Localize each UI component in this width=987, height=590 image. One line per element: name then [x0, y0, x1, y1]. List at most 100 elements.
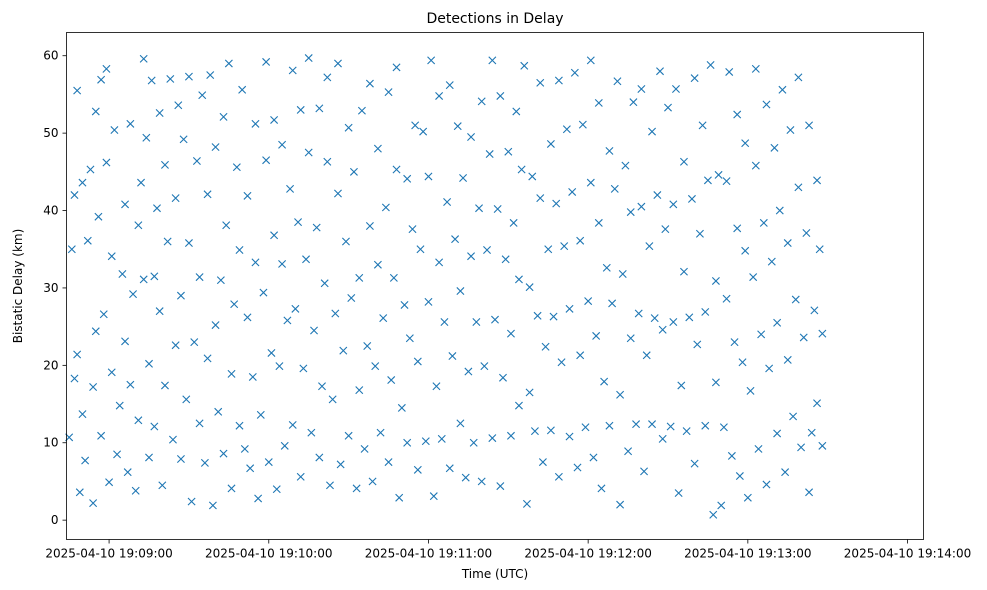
data-point	[746, 386, 755, 395]
data-point	[224, 59, 233, 68]
data-point	[584, 297, 593, 306]
data-point	[349, 167, 358, 176]
data-point	[469, 438, 478, 447]
data-point	[727, 451, 736, 460]
data-point	[312, 223, 321, 232]
data-point	[387, 376, 396, 385]
data-point	[802, 228, 811, 237]
data-point	[294, 218, 303, 227]
data-point	[97, 75, 106, 84]
data-point	[427, 56, 436, 65]
data-point	[456, 419, 465, 428]
data-point	[299, 364, 308, 373]
data-point	[608, 299, 617, 308]
data-point	[355, 386, 364, 395]
data-point	[243, 313, 252, 322]
data-point	[445, 464, 454, 473]
data-point	[698, 121, 707, 130]
data-point	[365, 222, 374, 230]
data-point	[594, 98, 603, 107]
x-tick-label: 2025-04-10 19:09:00	[45, 547, 172, 561]
data-point	[658, 325, 667, 334]
data-point	[435, 91, 444, 100]
data-point	[765, 364, 774, 373]
data-point	[714, 170, 723, 179]
data-point	[658, 434, 667, 443]
data-point	[738, 358, 747, 367]
data-point	[759, 218, 768, 227]
data-point	[695, 229, 704, 238]
data-point	[171, 194, 180, 203]
data-point	[653, 191, 662, 200]
data-point	[211, 143, 220, 152]
data-point	[339, 346, 348, 355]
data-point	[131, 486, 140, 495]
data-point	[291, 304, 300, 313]
data-point	[525, 388, 534, 397]
data-point	[648, 127, 657, 136]
data-point	[453, 122, 462, 131]
data-point	[528, 172, 537, 181]
data-point	[397, 403, 406, 412]
data-point	[331, 309, 340, 318]
x-tick-label: 2025-04-10 19:11:00	[365, 547, 492, 561]
data-point	[395, 493, 404, 502]
data-point	[480, 362, 489, 371]
y-tick-label: 0	[51, 513, 59, 527]
data-point	[432, 382, 441, 391]
data-point	[129, 290, 138, 299]
data-point	[554, 76, 563, 85]
data-point	[105, 478, 114, 487]
data-point	[597, 484, 606, 493]
data-point	[102, 158, 111, 167]
data-point	[496, 91, 505, 100]
data-point	[336, 460, 345, 469]
data-point	[381, 203, 390, 212]
data-point	[767, 257, 776, 266]
data-point	[640, 467, 649, 476]
data-point	[232, 163, 241, 172]
data-point	[467, 252, 476, 261]
data-point	[424, 297, 433, 306]
data-point	[717, 501, 726, 510]
data-point	[355, 273, 364, 282]
data-point	[546, 426, 555, 435]
x-tick-label: 2025-04-10 19:14:00	[844, 547, 971, 561]
data-point	[184, 72, 193, 81]
data-point	[288, 420, 297, 429]
data-point	[333, 59, 342, 68]
data-point	[278, 140, 287, 149]
data-point	[150, 422, 159, 431]
data-point	[544, 245, 553, 254]
y-tick-label: 30	[43, 281, 58, 295]
data-point	[83, 236, 92, 245]
data-point	[459, 174, 468, 183]
data-point	[113, 450, 122, 459]
data-point	[200, 458, 209, 467]
data-point	[437, 434, 446, 443]
data-point	[341, 237, 350, 246]
data-point	[560, 242, 569, 251]
data-point	[506, 329, 515, 338]
data-point	[797, 443, 806, 452]
data-point	[286, 184, 295, 193]
data-point	[778, 85, 787, 94]
data-point	[424, 172, 433, 181]
data-point	[813, 176, 822, 185]
data-point	[81, 456, 90, 465]
data-point	[733, 110, 742, 119]
data-point	[664, 103, 672, 112]
data-point	[262, 57, 271, 66]
data-point	[624, 447, 633, 456]
plot-frame	[66, 32, 924, 540]
data-point	[733, 224, 742, 233]
data-point	[815, 245, 824, 254]
data-point	[530, 427, 539, 436]
data-point	[807, 428, 816, 437]
data-point	[741, 246, 750, 255]
data-point	[616, 500, 625, 509]
data-point	[304, 54, 313, 63]
data-point	[687, 194, 696, 203]
data-point	[464, 367, 473, 376]
data-point	[570, 68, 579, 77]
